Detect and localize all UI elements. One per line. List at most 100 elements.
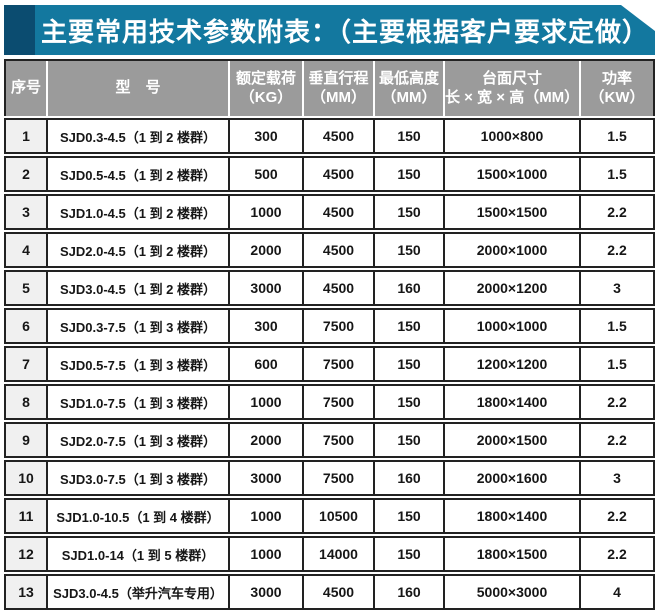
table-row: 13 SJD3.0-4.5（举升汽车专用） 3000 4500 160 5000×3000…: [4, 574, 655, 610]
cell-model: SJD1.0-14（1 到 5 楼群）: [48, 538, 228, 570]
cell-min-height-mm: 150: [375, 158, 443, 190]
cell-rated-load-kg: 1000: [230, 386, 302, 418]
cell-model: SJD3.0-7.5（1 到 3 楼群）: [48, 462, 228, 494]
cell-power-kw: 2.2: [581, 500, 653, 532]
cell-vertical-stroke-mm: 7500: [304, 348, 373, 380]
cell-rated-load-kg: 1000: [230, 538, 302, 570]
table-row: 12 SJD1.0-14（1 到 5 楼群） 1000 14000 150 1800×15…: [4, 536, 655, 572]
cell-index: 3: [6, 196, 46, 228]
cell-min-height-mm: 150: [375, 538, 443, 570]
cell-index: 12: [6, 538, 46, 570]
cell-min-height-mm: 160: [375, 272, 443, 304]
table-row: 8 SJD1.0-7.5（1 到 3 楼群） 1000 7500 150 1800×140…: [4, 384, 655, 420]
cell-vertical-stroke-mm: 4500: [304, 272, 373, 304]
cell-rated-load-kg: 1000: [230, 196, 302, 228]
table-row: 2 SJD0.5-4.5（1 到 2 楼群） 500 4500 150 1500×1000…: [4, 156, 655, 192]
cell-power-kw: 2.2: [581, 234, 653, 266]
cell-model: SJD3.0-4.5（举升汽车专用）: [48, 576, 228, 608]
cell-rated-load-kg: 300: [230, 120, 302, 152]
column-header-power-kw: 功率 （KW）: [581, 61, 653, 116]
cell-platform-size-mm: 1500×1500: [445, 196, 579, 228]
cell-vertical-stroke-mm: 4500: [304, 120, 373, 152]
cell-min-height-mm: 150: [375, 500, 443, 532]
cell-model: SJD1.0-7.5（1 到 3 楼群）: [48, 386, 228, 418]
table-row: 10 SJD3.0-7.5（1 到 3 楼群） 3000 7500 160 2000×16…: [4, 460, 655, 496]
cell-index: 13: [6, 576, 46, 608]
cell-vertical-stroke-mm: 7500: [304, 424, 373, 456]
cell-power-kw: 3: [581, 272, 653, 304]
cell-model: SJD2.0-4.5（1 到 2 楼群）: [48, 234, 228, 266]
cell-min-height-mm: 150: [375, 196, 443, 228]
cell-platform-size-mm: 2000×1500: [445, 424, 579, 456]
column-header-min-height-mm: 最低高度 （MM）: [375, 61, 443, 116]
cell-model: SJD0.3-7.5（1 到 3 楼群）: [48, 310, 228, 342]
cell-min-height-mm: 150: [375, 310, 443, 342]
cell-vertical-stroke-mm: 7500: [304, 310, 373, 342]
cell-model: SJD0.3-4.5（1 到 2 楼群）: [48, 120, 228, 152]
table-row: 3 SJD1.0-4.5（1 到 2 楼群） 1000 4500 150 1500×150…: [4, 194, 655, 230]
cell-power-kw: 1.5: [581, 158, 653, 190]
column-header-index: 序号: [6, 61, 46, 116]
cell-min-height-mm: 150: [375, 120, 443, 152]
cell-vertical-stroke-mm: 4500: [304, 576, 373, 608]
cell-index: 8: [6, 386, 46, 418]
cell-model: SJD0.5-7.5（1 到 3 楼群）: [48, 348, 228, 380]
cell-platform-size-mm: 1000×800: [445, 120, 579, 152]
cell-rated-load-kg: 600: [230, 348, 302, 380]
cell-index: 9: [6, 424, 46, 456]
cell-rated-load-kg: 3000: [230, 272, 302, 304]
cell-rated-load-kg: 3000: [230, 462, 302, 494]
cell-rated-load-kg: 2000: [230, 424, 302, 456]
cell-rated-load-kg: 300: [230, 310, 302, 342]
cell-index: 10: [6, 462, 46, 494]
cell-platform-size-mm: 2000×1600: [445, 462, 579, 494]
table-row: 7 SJD0.5-7.5（1 到 3 楼群） 600 7500 150 1200×1200…: [4, 346, 655, 382]
title-accent-block: [4, 5, 35, 55]
cell-model: SJD1.0-10.5（1 到 4 楼群）: [48, 500, 228, 532]
cell-vertical-stroke-mm: 10500: [304, 500, 373, 532]
cell-model: SJD0.5-4.5（1 到 2 楼群）: [48, 158, 228, 190]
cell-min-height-mm: 150: [375, 234, 443, 266]
table-row: 4 SJD2.0-4.5（1 到 2 楼群） 2000 4500 150 2000×100…: [4, 232, 655, 268]
cell-vertical-stroke-mm: 7500: [304, 386, 373, 418]
cell-model: SJD1.0-4.5（1 到 2 楼群）: [48, 196, 228, 228]
cell-power-kw: 3: [581, 462, 653, 494]
cell-platform-size-mm: 2000×1000: [445, 234, 579, 266]
table-body: 1 SJD0.3-4.5（1 到 2 楼群） 300 4500 150 1000×800 1…: [4, 118, 655, 610]
cell-rated-load-kg: 500: [230, 158, 302, 190]
cell-vertical-stroke-mm: 7500: [304, 462, 373, 494]
cell-platform-size-mm: 1800×1500: [445, 538, 579, 570]
table-row: 1 SJD0.3-4.5（1 到 2 楼群） 300 4500 150 1000×800 1…: [4, 118, 655, 154]
cell-power-kw: 4: [581, 576, 653, 608]
page-title: 主要常用技术参数附表：（主要根据客户要求定做）: [40, 16, 649, 47]
cell-power-kw: 2.2: [581, 386, 653, 418]
cell-platform-size-mm: 5000×3000: [445, 576, 579, 608]
cell-vertical-stroke-mm: 4500: [304, 234, 373, 266]
cell-min-height-mm: 150: [375, 424, 443, 456]
cell-vertical-stroke-mm: 4500: [304, 196, 373, 228]
cell-min-height-mm: 150: [375, 386, 443, 418]
cell-index: 11: [6, 500, 46, 532]
cell-vertical-stroke-mm: 4500: [304, 158, 373, 190]
cell-platform-size-mm: 1800×1400: [445, 500, 579, 532]
cell-model: SJD2.0-7.5（1 到 3 楼群）: [48, 424, 228, 456]
cell-platform-size-mm: 1200×1200: [445, 348, 579, 380]
title-bar: 主要常用技术参数附表：（主要根据客户要求定做）: [4, 5, 655, 55]
table-row: 11 SJD1.0-10.5（1 到 4 楼群） 1000 10500 150 1800×…: [4, 498, 655, 534]
cell-rated-load-kg: 1000: [230, 500, 302, 532]
column-header-rated-load-kg: 额定载荷 （KG）: [230, 61, 302, 116]
cell-min-height-mm: 160: [375, 576, 443, 608]
cell-index: 4: [6, 234, 46, 266]
cell-rated-load-kg: 3000: [230, 576, 302, 608]
table-row: 5 SJD3.0-4.5（1 到 2 楼群） 3000 4500 160 2000×120…: [4, 270, 655, 306]
table-row: 9 SJD2.0-7.5（1 到 3 楼群） 2000 7500 150 2000×150…: [4, 422, 655, 458]
cell-power-kw: 1.5: [581, 120, 653, 152]
cell-power-kw: 2.2: [581, 538, 653, 570]
table-row: 6 SJD0.3-7.5（1 到 3 楼群） 300 7500 150 1000×1000…: [4, 308, 655, 344]
cell-rated-load-kg: 2000: [230, 234, 302, 266]
cell-power-kw: 2.2: [581, 424, 653, 456]
cell-index: 7: [6, 348, 46, 380]
cell-power-kw: 2.2: [581, 196, 653, 228]
title-banner: 主要常用技术参数附表：（主要根据客户要求定做）: [35, 5, 655, 55]
